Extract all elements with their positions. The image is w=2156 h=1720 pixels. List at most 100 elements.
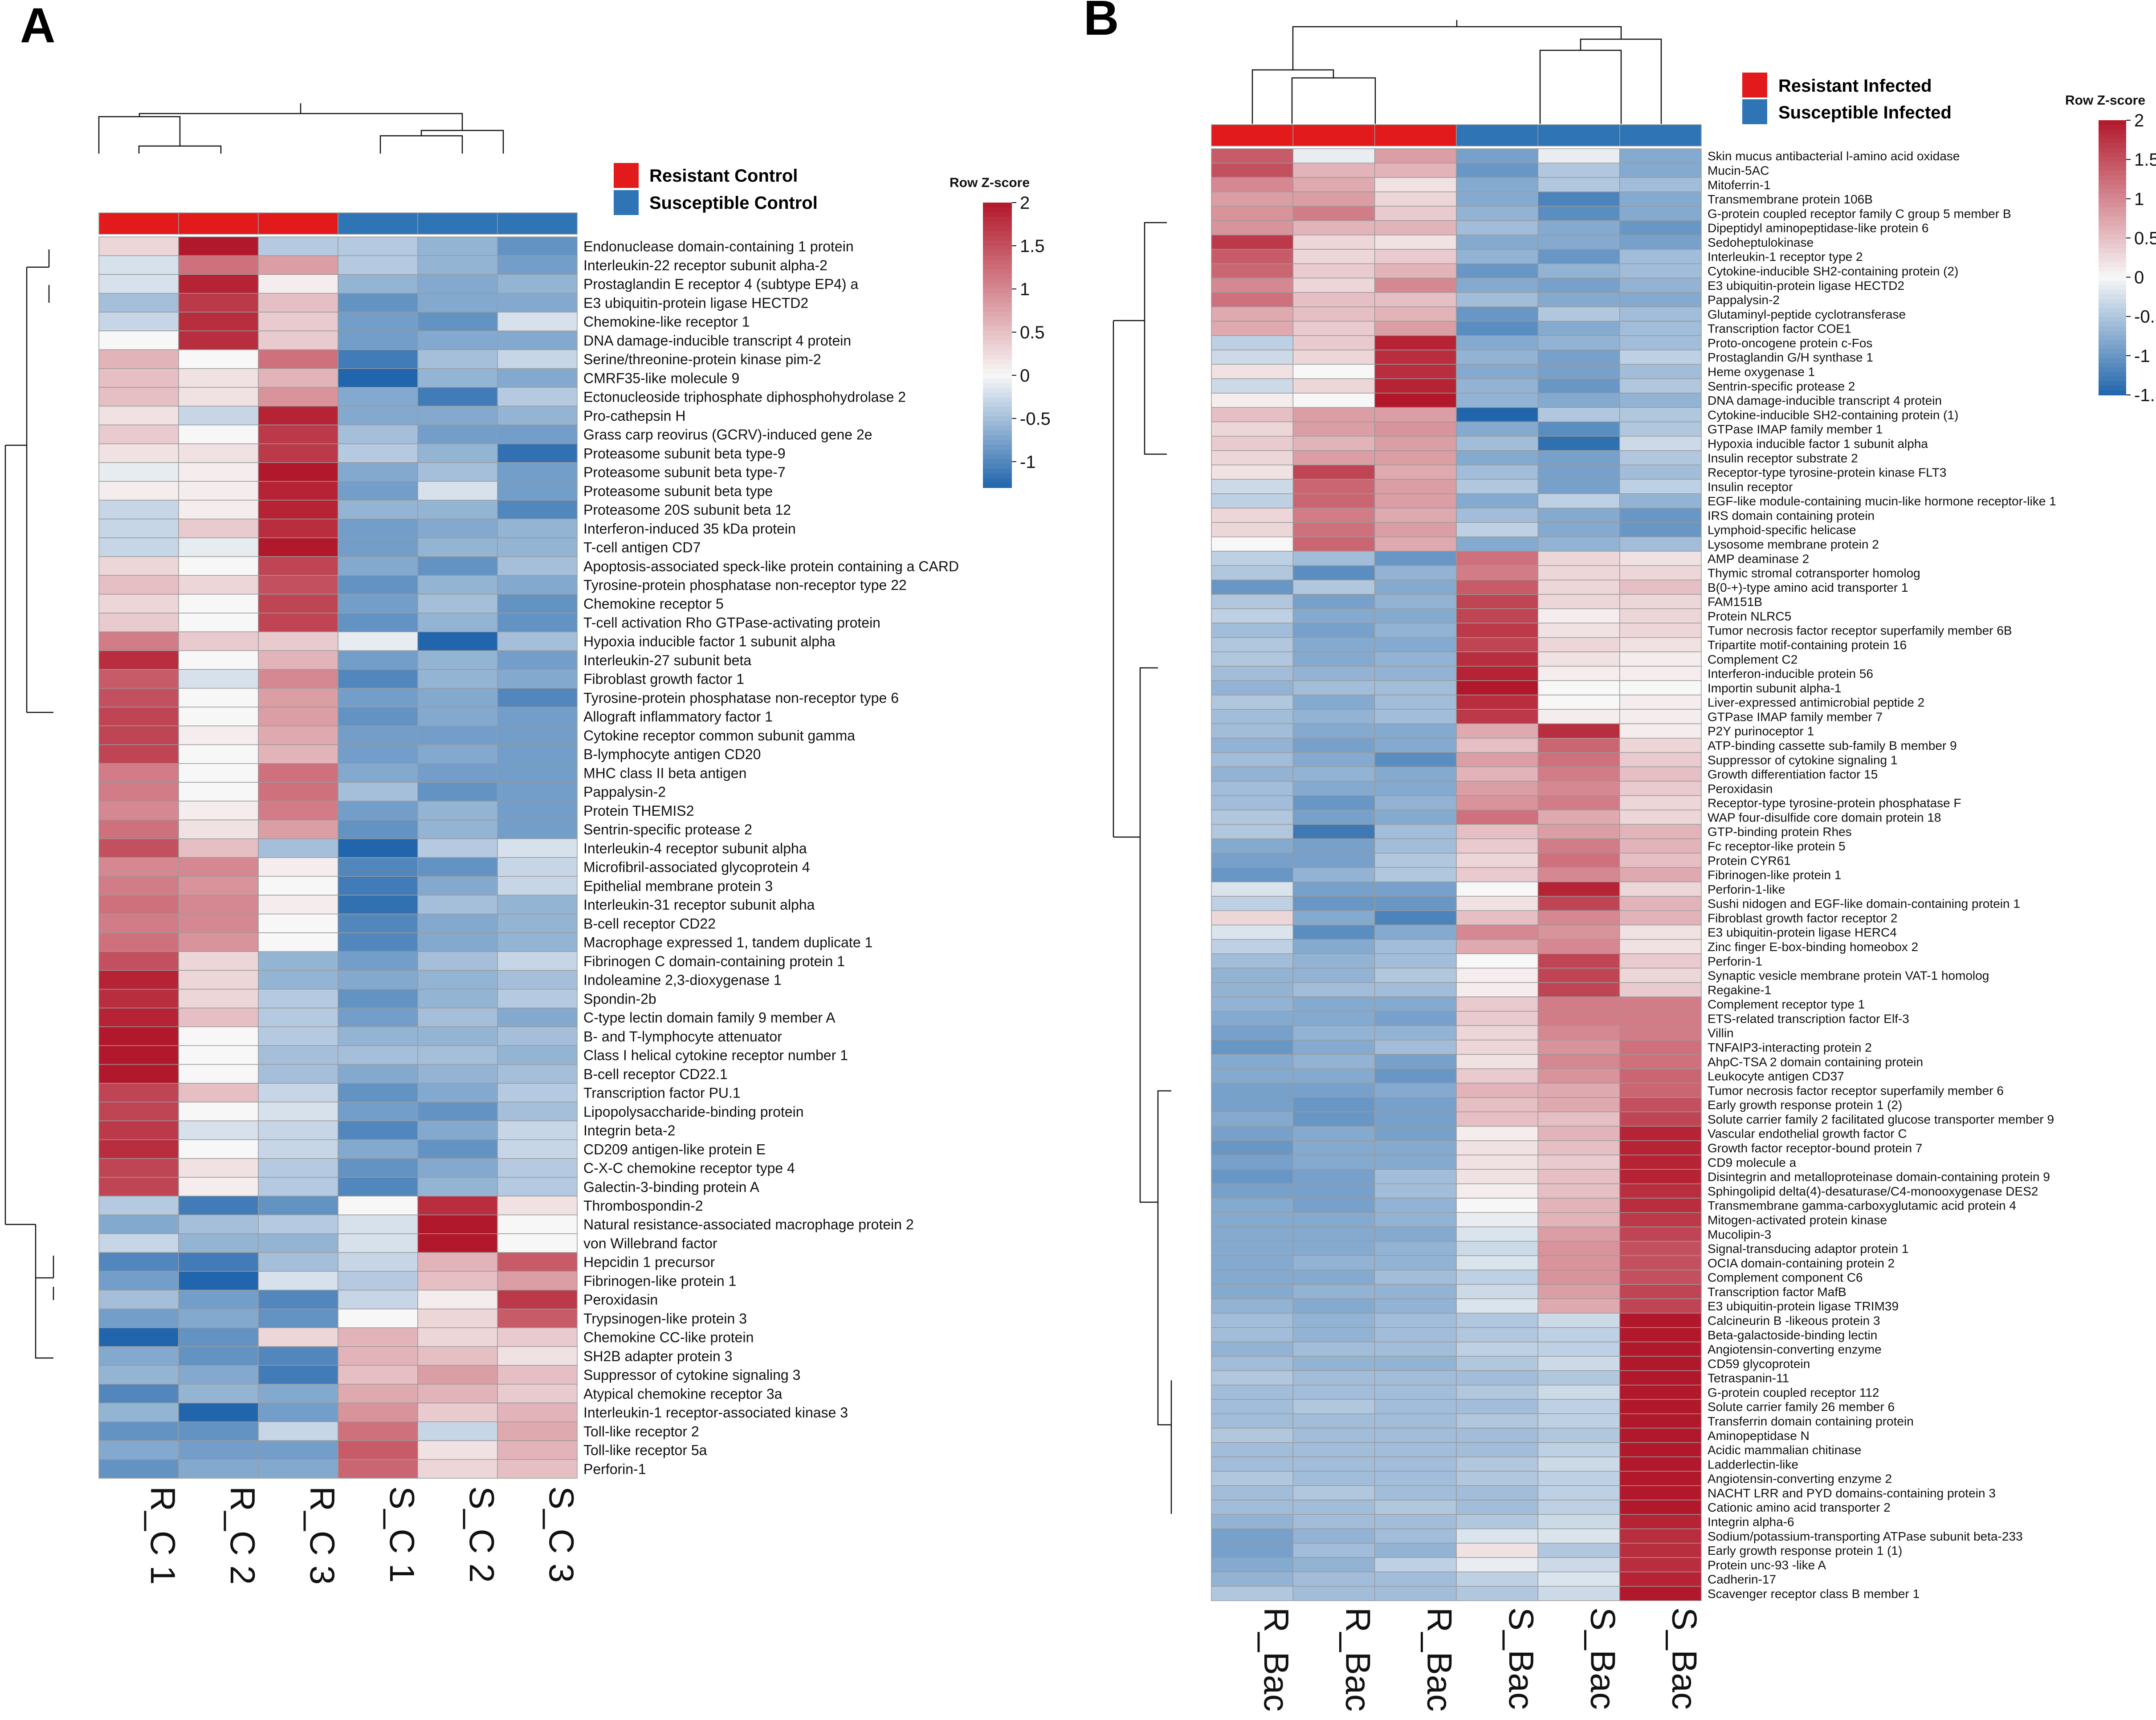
heatmap-cell bbox=[1456, 1226, 1539, 1242]
colorbar-gradient-step bbox=[2099, 207, 2126, 212]
heatmap-cell bbox=[1292, 666, 1375, 681]
heatmap-cell bbox=[258, 1384, 338, 1403]
heatmap-cell bbox=[98, 575, 179, 595]
row-label: E3 ubiquitin-protein ligase HERC4 bbox=[1708, 926, 1897, 939]
heatmap-cell bbox=[338, 330, 418, 350]
heatmap-cell bbox=[1537, 1183, 1620, 1199]
colorbar-gradient-step bbox=[983, 445, 1012, 450]
heatmap-cell bbox=[1537, 1097, 1620, 1112]
heatmap-cell bbox=[1374, 824, 1457, 839]
heatmap-cell bbox=[1374, 881, 1457, 897]
heatmap-cell bbox=[1374, 263, 1457, 279]
heatmap-cell bbox=[1619, 1427, 1702, 1443]
heatmap-cell bbox=[417, 932, 498, 952]
heatmap-cell bbox=[1211, 335, 1294, 350]
heatmap-cell bbox=[1456, 551, 1539, 566]
heatmap-cell bbox=[178, 312, 259, 331]
heatmap-cell bbox=[1374, 522, 1457, 537]
heatmap-cell bbox=[1456, 824, 1539, 839]
heatmap-cell bbox=[1374, 1370, 1457, 1386]
heatmap-cell bbox=[1374, 680, 1457, 695]
heatmap-cell bbox=[417, 424, 498, 444]
heatmap-cell bbox=[1292, 1198, 1375, 1213]
heatmap-cell bbox=[1292, 551, 1375, 566]
heatmap-cell bbox=[98, 1158, 179, 1178]
heatmap-cell bbox=[497, 1195, 578, 1216]
panel-a-heatmap-grid bbox=[98, 236, 578, 1479]
heatmap-cell bbox=[258, 669, 338, 689]
row-label: Interleukin-4 receptor subunit alpha bbox=[583, 840, 807, 856]
heatmap-cell bbox=[1619, 479, 1702, 494]
heatmap-cell bbox=[1211, 809, 1294, 825]
heatmap-cell bbox=[1292, 709, 1375, 724]
heatmap-cell bbox=[258, 1289, 338, 1309]
row-label: Fibrinogen-like protein 1 bbox=[1708, 868, 1841, 882]
heatmap-cell bbox=[1292, 953, 1375, 969]
heatmap-cell bbox=[1292, 968, 1375, 983]
heatmap-cell bbox=[1619, 1342, 1702, 1357]
heatmap-cell bbox=[497, 1421, 578, 1441]
heatmap-cell bbox=[258, 1327, 338, 1347]
heatmap-cell bbox=[1537, 1586, 1620, 1601]
legend-label-resistant-infected: Resistant Infected bbox=[1778, 76, 1932, 96]
heatmap-cell bbox=[1374, 335, 1457, 350]
heatmap-cell bbox=[1292, 1528, 1375, 1544]
heatmap-cell bbox=[98, 1102, 179, 1122]
row-label: Natural resistance-associated macrophage… bbox=[583, 1216, 914, 1232]
column-annotation-R_Bac3 bbox=[1374, 124, 1457, 146]
row-label: Complement C2 bbox=[1708, 652, 1797, 666]
heatmap-cell bbox=[1292, 622, 1375, 638]
colorbar-gradient-step bbox=[2099, 312, 2126, 318]
heatmap-cell bbox=[1456, 277, 1539, 293]
heatmap-cell bbox=[417, 1139, 498, 1159]
heatmap-cell bbox=[1211, 1313, 1294, 1328]
heatmap-cell bbox=[258, 1177, 338, 1197]
heatmap-cell bbox=[1292, 838, 1375, 854]
heatmap-cell bbox=[1211, 1255, 1294, 1271]
heatmap-cell bbox=[1374, 1068, 1457, 1084]
heatmap-cell bbox=[1456, 867, 1539, 882]
heatmap-cell bbox=[178, 1195, 259, 1216]
heatmap-cell bbox=[497, 1045, 578, 1065]
heatmap-cell bbox=[1292, 350, 1375, 365]
heatmap-cell bbox=[178, 1327, 259, 1347]
heatmap-cell bbox=[497, 518, 578, 538]
heatmap-cell bbox=[1537, 838, 1620, 854]
colorbar-tick-label: 1.5 bbox=[2134, 150, 2156, 170]
heatmap-cell bbox=[1211, 508, 1294, 523]
heatmap-cell bbox=[1619, 1456, 1702, 1472]
heatmap-cell bbox=[1211, 393, 1294, 408]
colorbar-gradient-step bbox=[2099, 134, 2126, 139]
colorbar-gradient-step bbox=[2099, 225, 2126, 231]
heatmap-cell bbox=[1619, 1514, 1702, 1529]
heatmap-cell bbox=[1211, 364, 1294, 379]
heatmap-cell bbox=[1619, 551, 1702, 566]
heatmap-cell bbox=[1374, 738, 1457, 753]
heatmap-cell bbox=[1537, 982, 1620, 997]
heatmap-cell bbox=[1374, 1198, 1457, 1213]
heatmap-cell bbox=[1619, 378, 1702, 394]
colorbar-gradient-step bbox=[2099, 143, 2126, 148]
row-label: Sphingolipid delta(4)-desaturase/C4-mono… bbox=[1708, 1184, 2038, 1198]
heatmap-cell bbox=[258, 293, 338, 313]
colorbar-gradient-step bbox=[2099, 331, 2126, 336]
column-label-R_C1: R_C 1 bbox=[143, 1486, 183, 1585]
panel-b-legend: Resistant Infected Susceptible Infected bbox=[1742, 73, 1952, 124]
row-label: Fibrinogen-like protein 1 bbox=[583, 1273, 736, 1289]
heatmap-cell bbox=[1537, 939, 1620, 954]
panel-a-legend: Resistant Control Susceptible Control bbox=[614, 163, 818, 215]
heatmap-cell bbox=[98, 782, 179, 802]
heatmap-cell bbox=[338, 1403, 418, 1423]
heatmap-cell bbox=[338, 1421, 418, 1441]
heatmap-cell bbox=[1537, 608, 1620, 624]
heatmap-cell bbox=[98, 518, 179, 538]
heatmap-cell bbox=[1374, 594, 1457, 609]
heatmap-cell bbox=[1456, 594, 1539, 609]
heatmap-cell bbox=[1292, 766, 1375, 782]
heatmap-cell bbox=[1292, 263, 1375, 279]
heatmap-cell bbox=[1456, 896, 1539, 911]
heatmap-cell bbox=[1456, 378, 1539, 394]
row-label: Grass carp reovirus (GCRV)-induced gene … bbox=[583, 427, 872, 443]
heatmap-cell bbox=[1619, 1025, 1702, 1041]
row-label: Hypoxia inducible factor 1 subunit alpha bbox=[1708, 437, 1928, 451]
